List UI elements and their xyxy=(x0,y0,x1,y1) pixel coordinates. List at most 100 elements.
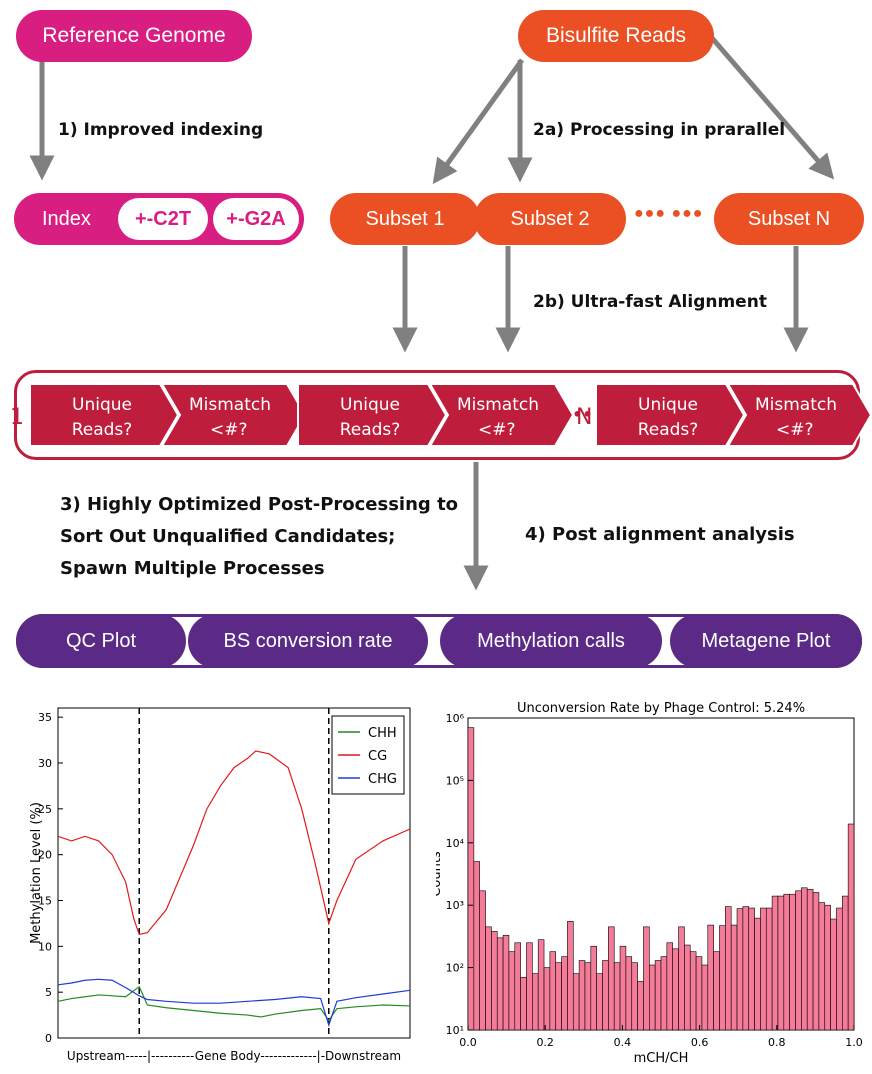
histogram-bar xyxy=(654,960,662,1031)
y-tick-label: 0 xyxy=(45,1032,52,1045)
histogram-bar xyxy=(684,944,691,1031)
histogram-bar xyxy=(824,904,831,1031)
histogram-bar xyxy=(730,924,738,1031)
legend-label-chh: CHH xyxy=(368,726,397,741)
histogram-bar xyxy=(707,924,714,1031)
histogram-bar xyxy=(719,925,726,1031)
histogram-bar xyxy=(777,895,785,1031)
y-axis-label: Methylation Level (%) xyxy=(29,802,44,944)
unique-label-line1: Unique xyxy=(340,395,400,415)
histogram-bar xyxy=(496,937,504,1031)
x-tick-label: 0.6 xyxy=(691,1036,709,1049)
histogram-bar xyxy=(532,973,539,1031)
histogram-bar xyxy=(742,906,750,1031)
histogram-bar xyxy=(695,956,703,1031)
histogram-bar xyxy=(795,890,802,1031)
y-tick-label: 10⁴ xyxy=(446,837,465,850)
y-tick-label: 10⁵ xyxy=(446,774,464,787)
x-tick-label: 0.2 xyxy=(536,1036,554,1049)
methylation-calls-node: Methylation calls xyxy=(440,614,662,668)
histogram-bar xyxy=(491,931,498,1031)
histogram-bar xyxy=(514,942,521,1031)
unique-reads-chevron xyxy=(297,383,448,447)
histogram-bar xyxy=(508,951,516,1031)
step3-line1: 3) Highly Optimized Post-Processing to xyxy=(60,494,459,515)
legend-label-chg: CHG xyxy=(368,772,397,787)
histogram-bar xyxy=(602,960,609,1031)
y-tick-label: 15 xyxy=(38,895,52,908)
unique-label-line1: Unique xyxy=(638,395,698,415)
y-tick-label: 10² xyxy=(446,962,464,975)
g2a-index-chip: +-G2A xyxy=(213,198,299,240)
arrow-reads-to-subsetN xyxy=(710,36,835,180)
mismatch-label-line1: Mismatch xyxy=(189,395,271,415)
series-line-chh xyxy=(57,985,411,1022)
histogram-bar xyxy=(578,960,586,1031)
histogram-bar xyxy=(649,964,656,1031)
arrow-reads-to-subset1 xyxy=(432,58,525,185)
group-number: 2 xyxy=(278,405,292,430)
chart-title: Unconversion Rate by Phage Control: 5.24… xyxy=(517,701,805,716)
histogram-bar xyxy=(801,887,808,1031)
histogram-bar xyxy=(812,892,820,1031)
histogram-bar xyxy=(555,962,562,1031)
y-tick-label: 10¹ xyxy=(446,1024,464,1037)
histogram-bar xyxy=(748,907,755,1031)
histogram-bar xyxy=(561,956,568,1031)
unconversion-histogram: 10¹ 10² 10³ 10⁴ 10⁵ 10⁶ 0.0 0.2 0.4 0.6 0.8 1.0 Unco… xyxy=(436,701,863,1066)
mismatch-chevron xyxy=(428,383,575,447)
histogram-bar xyxy=(619,945,627,1031)
histogram-bar xyxy=(806,888,814,1031)
y-tick-label: 10 xyxy=(38,940,52,953)
histogram-bar xyxy=(537,939,545,1031)
histogram-bar xyxy=(836,907,843,1031)
histogram-bar xyxy=(549,951,557,1031)
histogram-bar xyxy=(567,921,574,1031)
histogram-bar xyxy=(783,893,790,1031)
histogram-bar xyxy=(818,902,826,1031)
histogram-bar xyxy=(502,934,510,1031)
histogram-bar xyxy=(754,917,761,1031)
histogram-bar xyxy=(467,727,475,1031)
histogram-bar xyxy=(479,890,486,1031)
histogram-bar xyxy=(596,973,603,1031)
x-tick-label: 0.0 xyxy=(459,1036,477,1049)
histogram-bar xyxy=(689,951,697,1031)
mismatch-label-line2: <#? xyxy=(776,420,814,440)
mismatch-label-line1: Mismatch xyxy=(755,395,837,415)
y-tick-label: 25 xyxy=(38,803,52,816)
histogram-bar xyxy=(666,942,673,1031)
unique-label-line2: Reads? xyxy=(72,420,133,440)
c2t-index-chip: +-C2T xyxy=(118,198,208,240)
x-tick-label: 1.0 xyxy=(845,1036,863,1049)
x-tick-label: 0.8 xyxy=(768,1036,786,1049)
step2b-label: 2b) Ultra-fast Alignment xyxy=(533,292,767,312)
x-axis-label: mCH/CH xyxy=(634,1051,689,1066)
mismatch-label-line2: <#? xyxy=(210,420,248,440)
histogram-bar xyxy=(584,962,592,1031)
histogram-bar xyxy=(725,906,732,1031)
y-tick-label: 35 xyxy=(38,711,52,724)
histogram-bar xyxy=(526,942,533,1031)
step1-label: 1) Improved indexing xyxy=(58,120,264,140)
step4-label: 4) Post alignment analysis xyxy=(525,524,795,545)
histogram-bar xyxy=(830,918,837,1031)
histogram-bar xyxy=(643,926,650,1031)
y-tick-label: 20 xyxy=(38,849,52,862)
y-axis-label: Counts xyxy=(436,851,444,897)
histogram-bar xyxy=(842,895,849,1031)
y-tick-label: 5 xyxy=(45,986,52,999)
histogram-bar xyxy=(485,926,492,1031)
histogram-bar xyxy=(736,908,744,1031)
histogram-bar xyxy=(608,926,615,1031)
histogram-bar xyxy=(789,893,796,1031)
mismatch-label-line1: Mismatch xyxy=(457,395,539,415)
histogram-bar xyxy=(765,907,773,1031)
bisulfite-reads-node: Bisulfite Reads xyxy=(518,10,714,62)
histogram-bar xyxy=(572,973,580,1031)
bs-conversion-rate-node: BS conversion rate xyxy=(188,614,428,668)
metagene-plot-node: Metagene Plot xyxy=(670,614,862,668)
subset-1-node: Subset 1 xyxy=(330,193,480,245)
index-label: Index xyxy=(42,207,91,230)
